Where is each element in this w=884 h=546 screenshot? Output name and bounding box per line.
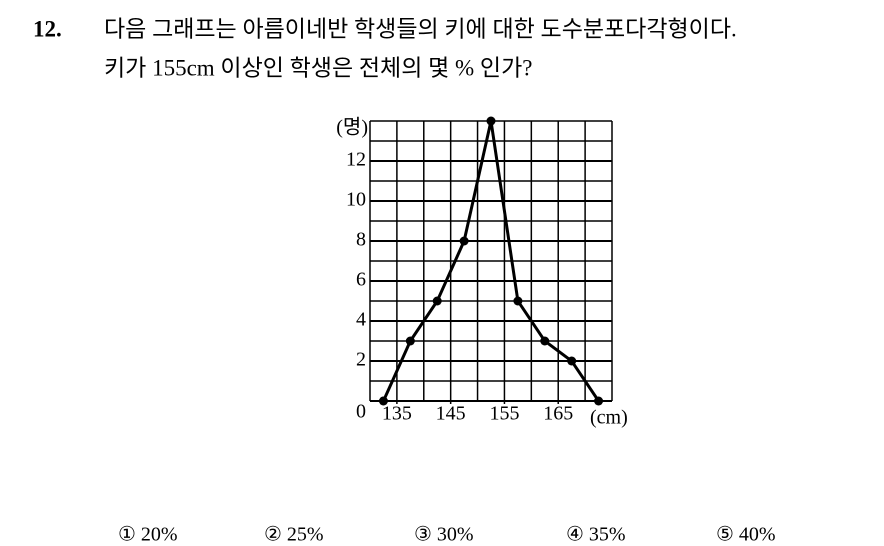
choice: ① 20% [118, 524, 178, 546]
data-point [405, 336, 415, 346]
chart: 0 2 4 6 8 10 12 135 145 155 165 (명) (cm) [336, 116, 628, 429]
x-tick-label: 145 [436, 403, 466, 425]
data-point [513, 296, 523, 306]
y-tick-label: 10 [346, 189, 366, 211]
question-line: 키가 155cm 이상인 학생은 전체의 몇 % 인가? [104, 55, 532, 80]
y-tick-label: 0 [356, 401, 366, 423]
y-tick-label: 4 [356, 309, 366, 331]
x-tick-label: 155 [489, 403, 519, 425]
x-tick-label: 135 [382, 403, 412, 425]
y-axis-label: (명) [336, 116, 368, 139]
data-point [540, 336, 550, 346]
choices: ① 20% ② 25% ③ 30% ④ 35% ⑤ 40% [118, 524, 776, 546]
y-tick-label: 6 [356, 269, 366, 291]
data-point [594, 396, 604, 406]
choice: ⑤ 40% [716, 524, 776, 546]
choice: ③ 30% [414, 524, 474, 546]
data-point [486, 116, 496, 126]
choice: ② 25% [264, 524, 324, 546]
question-number: 12. [33, 16, 62, 41]
choice: ④ 35% [566, 524, 626, 546]
x-axis-label: (cm) [590, 407, 628, 429]
data-point [459, 236, 469, 246]
data-point [378, 396, 388, 406]
data-point [567, 356, 577, 366]
y-tick-label: 8 [356, 229, 366, 251]
y-tick-label: 2 [356, 349, 366, 371]
y-tick-label: 12 [346, 149, 366, 171]
x-tick-label: 165 [543, 403, 573, 425]
question-line: 다음 그래프는 아름이네반 학생들의 키에 대한 도수분포다각형이다. [104, 16, 737, 41]
data-point [432, 296, 442, 306]
